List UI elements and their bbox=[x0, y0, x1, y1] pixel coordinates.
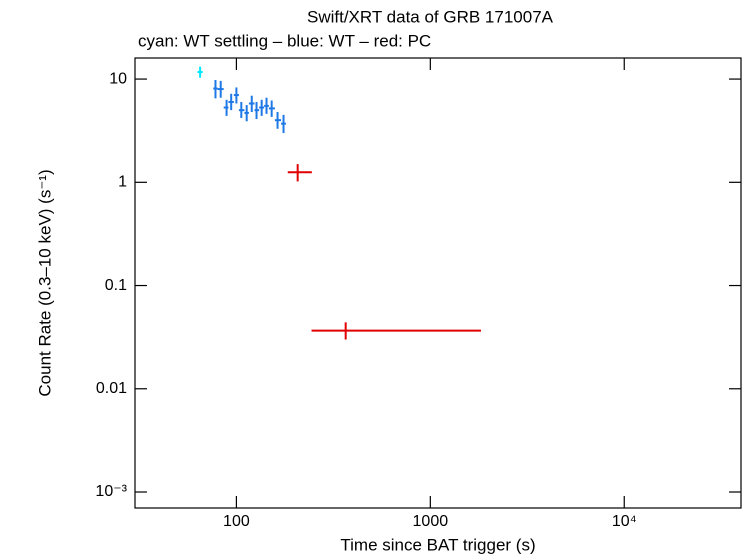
y-tick-label: 10⁻³ bbox=[95, 483, 127, 500]
chart-title: Swift/XRT data of GRB 171007A bbox=[307, 7, 554, 26]
x-tick-label: 10⁴ bbox=[612, 513, 637, 530]
x-tick-label: 1000 bbox=[413, 513, 449, 530]
y-tick-label: 1 bbox=[118, 174, 127, 191]
y-tick-label: 10 bbox=[109, 70, 127, 87]
plot-frame bbox=[134, 57, 742, 509]
y-tick-label: 0.01 bbox=[96, 380, 127, 397]
chart-subtitle: cyan: WT settling – blue: WT – red: PC bbox=[138, 31, 431, 50]
x-tick-label: 100 bbox=[223, 513, 250, 530]
y-tick-label: 0.1 bbox=[105, 277, 127, 294]
x-axis-label: Time since BAT trigger (s) bbox=[340, 535, 535, 554]
y-axis-label: Count Rate (0.3–10 keV) (s⁻¹) bbox=[35, 169, 54, 396]
